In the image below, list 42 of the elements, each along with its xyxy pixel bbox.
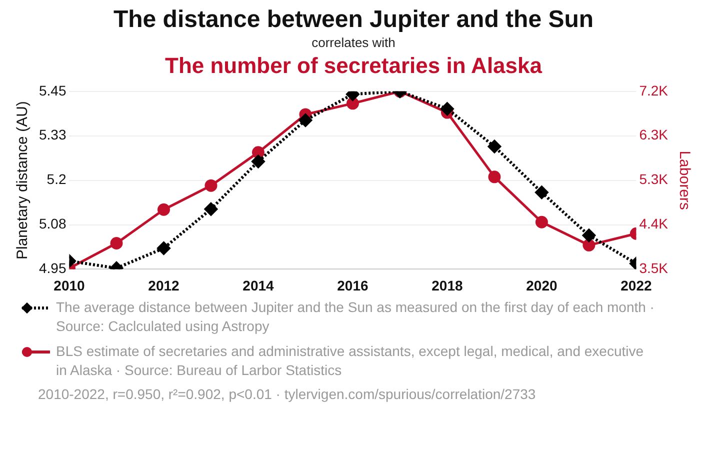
point — [582, 238, 596, 252]
y2-tick-label: 5.3K — [639, 171, 669, 188]
y-tick-label: 5.33 — [39, 126, 66, 143]
legend-label: BLS estimate of secretaries and administrative assistants, except legal, medical, and executive in Alaska · Source: Bureau of Larbor Statistics — [56, 342, 645, 380]
point — [252, 154, 265, 168]
y-tick-label: 5.45 — [39, 82, 66, 98]
y-tick-label: 5.2 — [46, 171, 66, 188]
x-tick-label: 2016 — [337, 277, 369, 294]
text: The number of secretaries in Alaska — [164, 52, 544, 80]
point — [535, 216, 548, 228]
x-tick-label: 2014 — [242, 277, 274, 294]
point — [346, 91, 360, 101]
y2-tick-label: 7.2K — [639, 82, 669, 98]
x-tick-label: 2018 — [432, 277, 463, 294]
y-tick-label: 4.95 — [39, 260, 66, 276]
x-tick-label: 2010 — [54, 277, 86, 294]
point — [110, 237, 123, 250]
chart-subtitle: correlates with — [310, 34, 396, 52]
y2-tick-label: 4.4K — [639, 216, 669, 232]
point — [157, 242, 170, 255]
x-tick-label: 2012 — [148, 277, 180, 294]
chart-title: The distance between Jupiter and the Sun — [112, 6, 595, 34]
point — [535, 186, 548, 199]
point — [252, 146, 264, 159]
y2-tick-label: 3.5K — [639, 260, 669, 276]
y2-tick-label: 6.3K — [639, 126, 669, 143]
point — [582, 228, 596, 242]
x-tick-label: 2022 — [620, 277, 652, 294]
point — [298, 114, 312, 127]
point — [204, 179, 218, 192]
y2-axis-title: Laborers — [676, 150, 693, 210]
y-tick-label: 5.08 — [39, 216, 66, 232]
legend-label: The average distance between Jupiter and the Sun as measured on the first day of each month · Source: Caclculated using Astropy — [56, 298, 656, 336]
point — [157, 203, 170, 216]
point — [204, 202, 218, 216]
point — [488, 170, 501, 184]
text: 2010-2022, r=0.950, r²=0.902, p<0.01 · tylervigen.com/spurious/correlation/2733 — [37, 386, 537, 402]
x-tick-label: 2020 — [526, 277, 558, 294]
point — [440, 102, 454, 116]
point — [346, 97, 359, 110]
point — [488, 140, 501, 154]
y-axis-title: Planetary distance (AU) — [14, 101, 32, 260]
